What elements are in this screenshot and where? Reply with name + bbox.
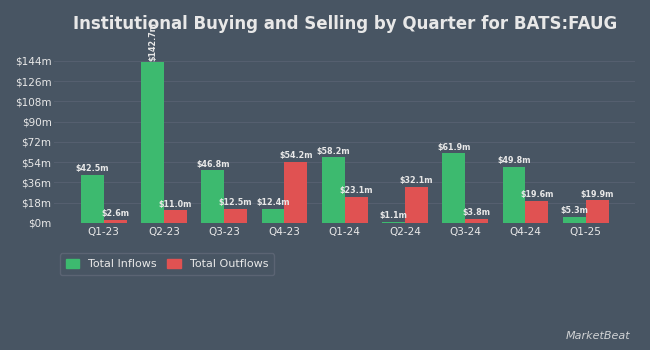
Text: $58.2m: $58.2m	[317, 147, 350, 156]
Text: $32.1m: $32.1m	[400, 176, 433, 185]
Text: MarketBeat: MarketBeat	[566, 331, 630, 341]
Bar	[525, 201, 549, 223]
Bar	[261, 209, 285, 223]
Bar	[81, 175, 104, 223]
Bar	[405, 187, 428, 223]
Bar	[141, 62, 164, 223]
Bar	[382, 222, 405, 223]
Text: $19.9m: $19.9m	[580, 190, 614, 199]
Title: Institutional Buying and Selling by Quarter for BATS:FAUG: Institutional Buying and Selling by Quar…	[73, 15, 617, 33]
Text: $11.0m: $11.0m	[159, 200, 192, 209]
Text: $1.1m: $1.1m	[380, 211, 408, 220]
Bar	[465, 218, 488, 223]
Text: $61.9m: $61.9m	[437, 142, 471, 152]
Text: $2.6m: $2.6m	[101, 209, 129, 218]
Text: $12.4m: $12.4m	[256, 198, 290, 207]
Bar	[322, 158, 344, 223]
Text: $42.5m: $42.5m	[75, 164, 109, 173]
Bar	[344, 197, 368, 223]
Legend: Total Inflows, Total Outflows: Total Inflows, Total Outflows	[60, 253, 274, 275]
Bar	[586, 201, 608, 223]
Bar	[502, 167, 525, 223]
Bar	[442, 153, 465, 223]
Text: $12.5m: $12.5m	[219, 198, 252, 207]
Text: $46.8m: $46.8m	[196, 160, 229, 168]
Text: $142.7m: $142.7m	[148, 22, 157, 61]
Bar	[202, 170, 224, 223]
Text: $54.2m: $54.2m	[279, 151, 313, 160]
Text: $3.8m: $3.8m	[463, 208, 491, 217]
Bar	[104, 220, 127, 223]
Bar	[563, 217, 586, 223]
Text: $23.1m: $23.1m	[339, 186, 373, 195]
Text: $5.3m: $5.3m	[560, 206, 588, 215]
Bar	[164, 210, 187, 223]
Bar	[224, 209, 247, 223]
Bar	[285, 162, 307, 223]
Text: $49.8m: $49.8m	[497, 156, 531, 165]
Text: $19.6m: $19.6m	[520, 190, 554, 199]
